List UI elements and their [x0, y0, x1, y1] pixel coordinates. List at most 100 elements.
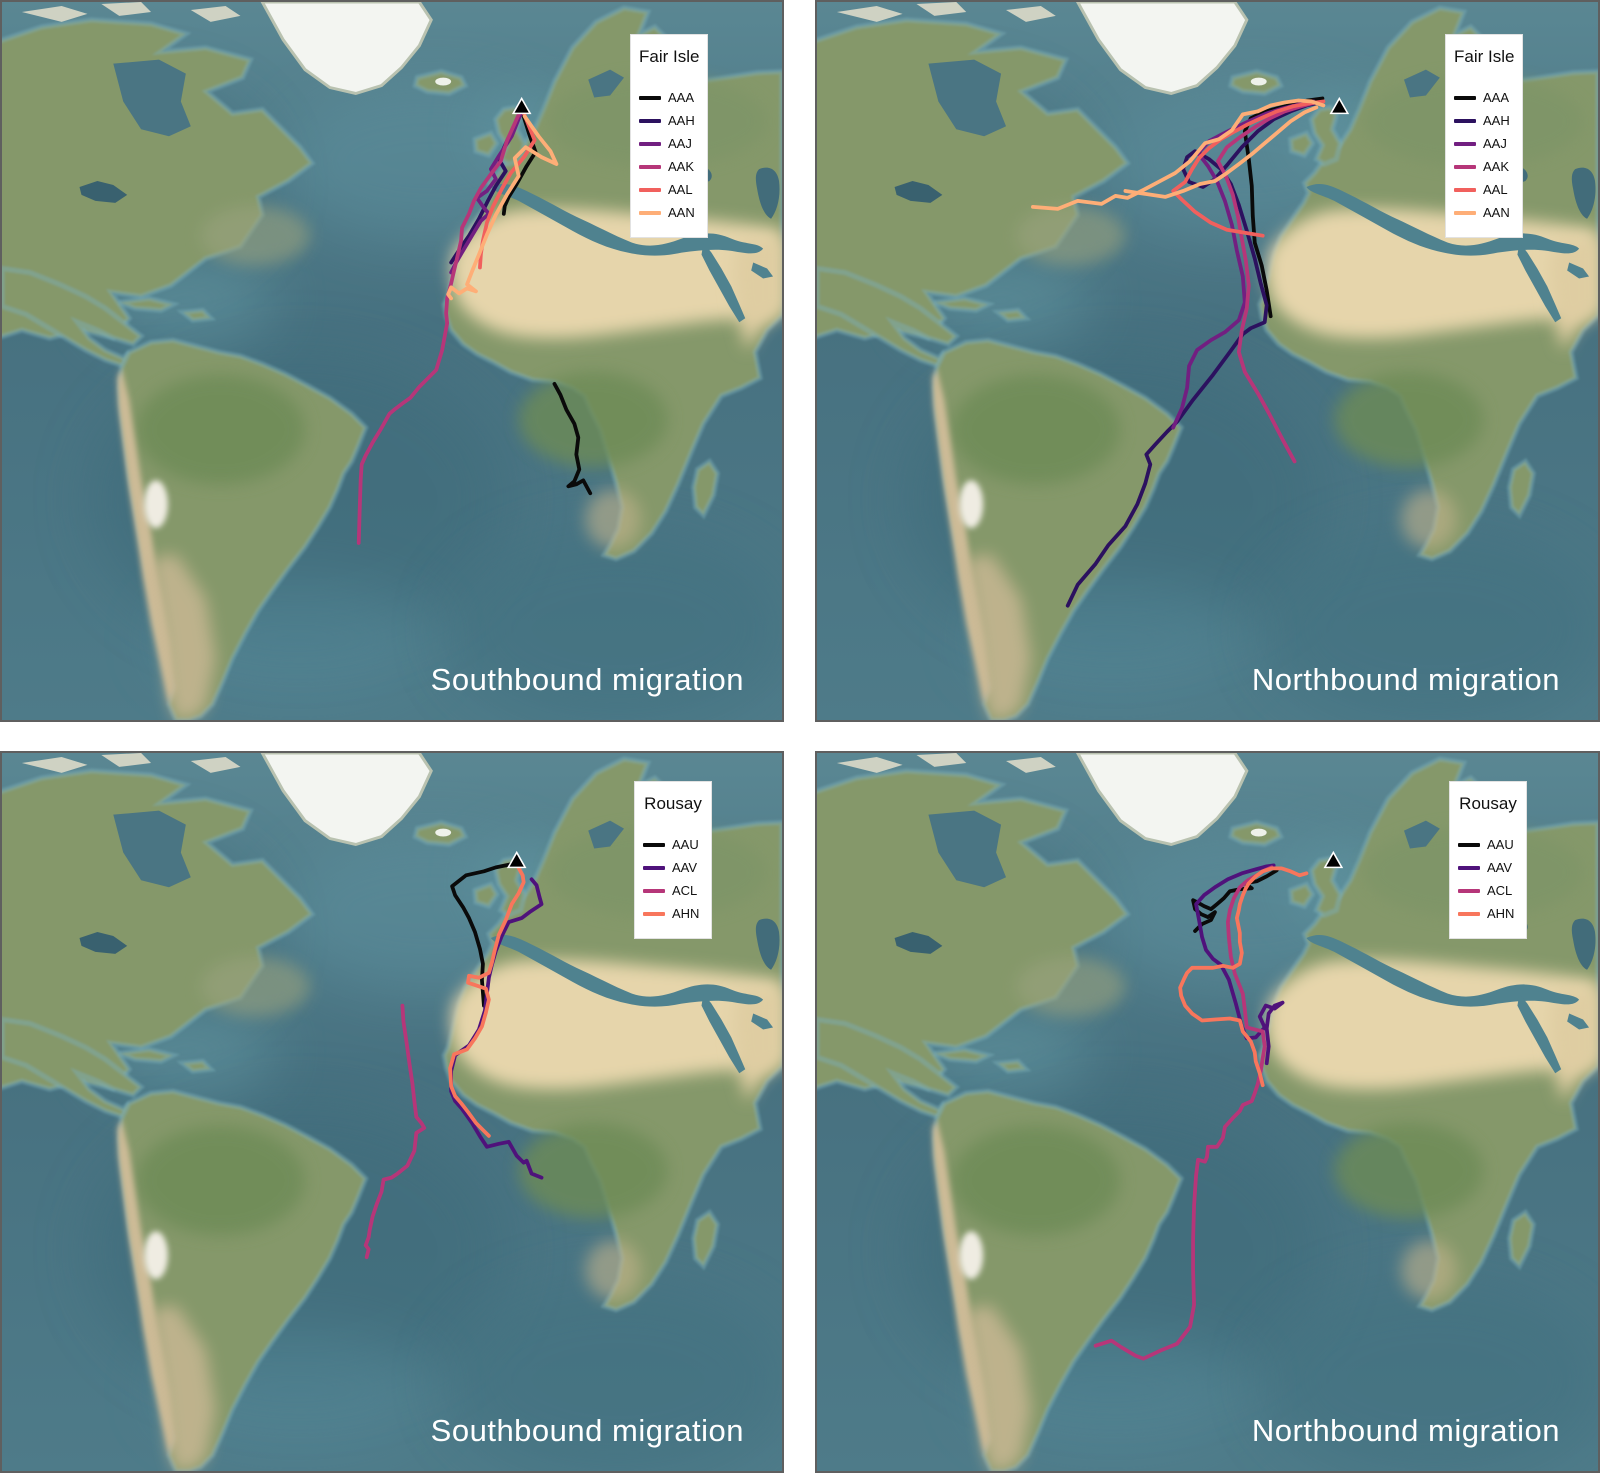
legend-swatch — [1458, 865, 1480, 870]
track-aan — [1031, 98, 1326, 211]
panel-caption: Northbound migration — [1251, 662, 1560, 697]
legend-item-aaa: AAA — [639, 91, 699, 104]
legend-item-ahn: AHN — [1458, 907, 1518, 920]
track-acl — [363, 1003, 427, 1260]
track-aaj — [449, 109, 524, 275]
track-aaa — [552, 381, 593, 496]
legend-items: AAU AAV ACL AHN — [643, 838, 703, 920]
legend-item-aak: AAK — [639, 160, 699, 173]
legend-swatch — [1454, 210, 1476, 215]
legend-item-aah: AAH — [1454, 114, 1514, 127]
world-map — [817, 2, 1598, 720]
legend-label: AAH — [1483, 113, 1510, 128]
legend-label: AHN — [1487, 906, 1515, 921]
track-aan — [1123, 105, 1319, 199]
track-aak — [1216, 100, 1318, 464]
legend-item-acl: ACL — [1458, 884, 1518, 897]
migration-tracks — [363, 862, 544, 1260]
track-ahn — [1178, 866, 1309, 1088]
legend-item-acl: ACL — [643, 884, 703, 897]
legend-swatch — [1458, 888, 1480, 893]
legend-items: AAA AAH AAJ AAK AAL AAN — [639, 91, 699, 219]
legend-swatch — [639, 118, 661, 123]
legend-label: AAJ — [668, 136, 692, 151]
legend-swatch — [643, 911, 665, 916]
legend-swatch — [1454, 164, 1476, 169]
world-map — [2, 2, 782, 720]
colony-triangle-icon — [506, 850, 527, 869]
legend-label: ACL — [672, 883, 698, 898]
world-map — [2, 753, 782, 1471]
track-ahn — [448, 862, 526, 1138]
legend-label: AAL — [1483, 182, 1508, 197]
legend-item-aan: AAN — [639, 206, 699, 219]
legend-swatch — [1454, 118, 1476, 123]
legend-item-aau: AAU — [643, 838, 703, 851]
colony-marker — [1329, 96, 1350, 115]
legend-swatch — [643, 842, 665, 847]
legend-label: AHN — [672, 906, 700, 921]
legend-item-aav: AAV — [643, 861, 703, 874]
legend-title: Fair Isle — [639, 47, 700, 66]
track-aav — [1194, 863, 1285, 1066]
legend-label: AAU — [672, 837, 699, 852]
legend-box: Rousay AAU AAV ACL AHN — [634, 781, 712, 939]
legend-swatch — [1454, 141, 1476, 146]
track-aaa — [501, 111, 538, 216]
legend-swatch — [1458, 842, 1480, 847]
legend-item-aaa: AAA — [1454, 91, 1514, 104]
legend-swatch — [1454, 95, 1476, 100]
legend-item-aal: AAL — [639, 183, 699, 196]
panel-rousay-northbound: Rousay AAU AAV ACL AHN Northbound migration — [815, 751, 1600, 1473]
legend-item-aan: AAN — [1454, 206, 1514, 219]
colony-marker — [506, 850, 527, 869]
legend-label: AAA — [668, 90, 695, 105]
legend-label: AAU — [1487, 837, 1514, 852]
track-aan — [446, 114, 559, 301]
legend-label: ACL — [1487, 883, 1513, 898]
legend-items: AAA AAH AAJ AAK AAL AAN — [1454, 91, 1514, 219]
legend-item-aav: AAV — [1458, 861, 1518, 874]
legend-item-aaj: AAJ — [639, 137, 699, 150]
legend-swatch — [1458, 911, 1480, 916]
legend-label: AAN — [1483, 205, 1510, 220]
legend-label: AAL — [668, 182, 693, 197]
panel-fair-isle-southbound: Fair Isle AAA AAH AAJ AAK AAL AAN Southbound … — [0, 0, 784, 722]
legend-title: Rousay — [644, 794, 702, 813]
legend-item-aau: AAU — [1458, 838, 1518, 851]
legend-label: AAK — [668, 159, 695, 174]
legend-swatch — [639, 95, 661, 100]
migration-tracks — [1031, 96, 1326, 608]
legend-swatch — [643, 888, 665, 893]
track-aal — [1171, 99, 1326, 238]
legend-swatch — [639, 141, 661, 146]
legend-swatch — [639, 187, 661, 192]
legend-item-aah: AAH — [639, 114, 699, 127]
legend-title: Fair Isle — [1454, 47, 1515, 66]
panel-fair-isle-northbound: Fair Isle AAA AAH AAJ AAK AAL AAN Northbound … — [815, 0, 1600, 722]
colony-triangle-icon — [1323, 850, 1344, 869]
colony-marker — [511, 96, 532, 115]
panel-rousay-southbound: Rousay AAU AAV ACL AHN Southbound migration — [0, 751, 784, 1473]
colony-triangle-icon — [511, 96, 532, 115]
legend-swatch — [639, 210, 661, 215]
legend-label: AAK — [1483, 159, 1510, 174]
track-acl — [1093, 865, 1274, 1361]
legend-item-aak: AAK — [1454, 160, 1514, 173]
legend-item-aaj: AAJ — [1454, 137, 1514, 150]
legend-item-ahn: AHN — [643, 907, 703, 920]
legend-box: Fair Isle AAA AAH AAJ AAK AAL AAN — [1445, 34, 1523, 238]
panel-caption: Southbound migration — [430, 1413, 744, 1448]
legend-box: Fair Isle AAA AAH AAJ AAK AAL AAN — [630, 34, 708, 238]
legend-items: AAU AAV ACL AHN — [1458, 838, 1518, 920]
panel-caption: Northbound migration — [1251, 1413, 1560, 1448]
migration-tracks — [1093, 863, 1309, 1361]
panel-caption: Southbound migration — [430, 662, 744, 697]
track-aak — [356, 110, 522, 545]
legend-swatch — [1454, 187, 1476, 192]
track-aaj — [1171, 99, 1316, 430]
colony-marker — [1323, 850, 1344, 869]
legend-label: AAH — [668, 113, 695, 128]
legend-swatch — [643, 865, 665, 870]
